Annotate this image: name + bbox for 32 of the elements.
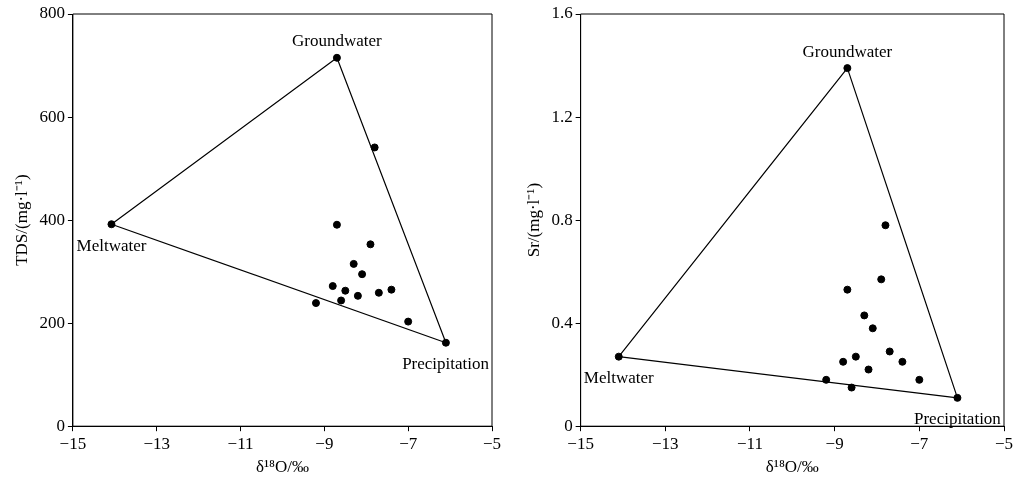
annotation: Groundwater	[292, 31, 383, 51]
x-tick-label: −11	[227, 433, 254, 453]
x-tick-label: −15	[59, 433, 87, 453]
y-axis-title: TDS/(mg·l⁻¹)	[11, 174, 31, 266]
y-tick-label: 400	[39, 209, 65, 229]
x-tick-label: −13	[652, 433, 679, 453]
x-tick-label: −5	[482, 433, 502, 453]
x-tick-label: −5	[994, 433, 1014, 453]
x-tick-label: −13	[143, 433, 171, 453]
y-tick-label: 0	[564, 415, 573, 435]
y-tick-label: 0.4	[551, 312, 574, 332]
annotation: Precipitation	[914, 409, 1002, 429]
y-axis-title: Sr/(mg·l⁻¹)	[523, 182, 543, 258]
y-tick-label: 0.8	[551, 209, 573, 229]
x-axis-title: δ¹⁸O/‰	[765, 457, 819, 477]
y-tick-label: 0	[56, 415, 65, 435]
x-tick-label: −7	[399, 433, 418, 453]
y-tick-label: 1.6	[551, 3, 573, 23]
annotation: Meltwater	[76, 235, 147, 255]
y-tick-label: 1.2	[551, 106, 573, 126]
y-tick-label: 600	[39, 106, 65, 126]
annotation: Precipitation	[402, 354, 490, 374]
annotation: Meltwater	[583, 368, 655, 388]
y-tick-label: 800	[39, 3, 65, 23]
x-tick-label: −9	[825, 433, 844, 453]
y-tick-label: 200	[39, 312, 65, 332]
x-tick-label: −9	[315, 433, 334, 453]
annotation: Groundwater	[802, 41, 893, 61]
x-tick-label: −11	[737, 433, 763, 453]
x-tick-label: −15	[567, 433, 594, 453]
x-axis-title: δ¹⁸O/‰	[255, 457, 309, 477]
x-tick-label: −7	[910, 433, 929, 453]
